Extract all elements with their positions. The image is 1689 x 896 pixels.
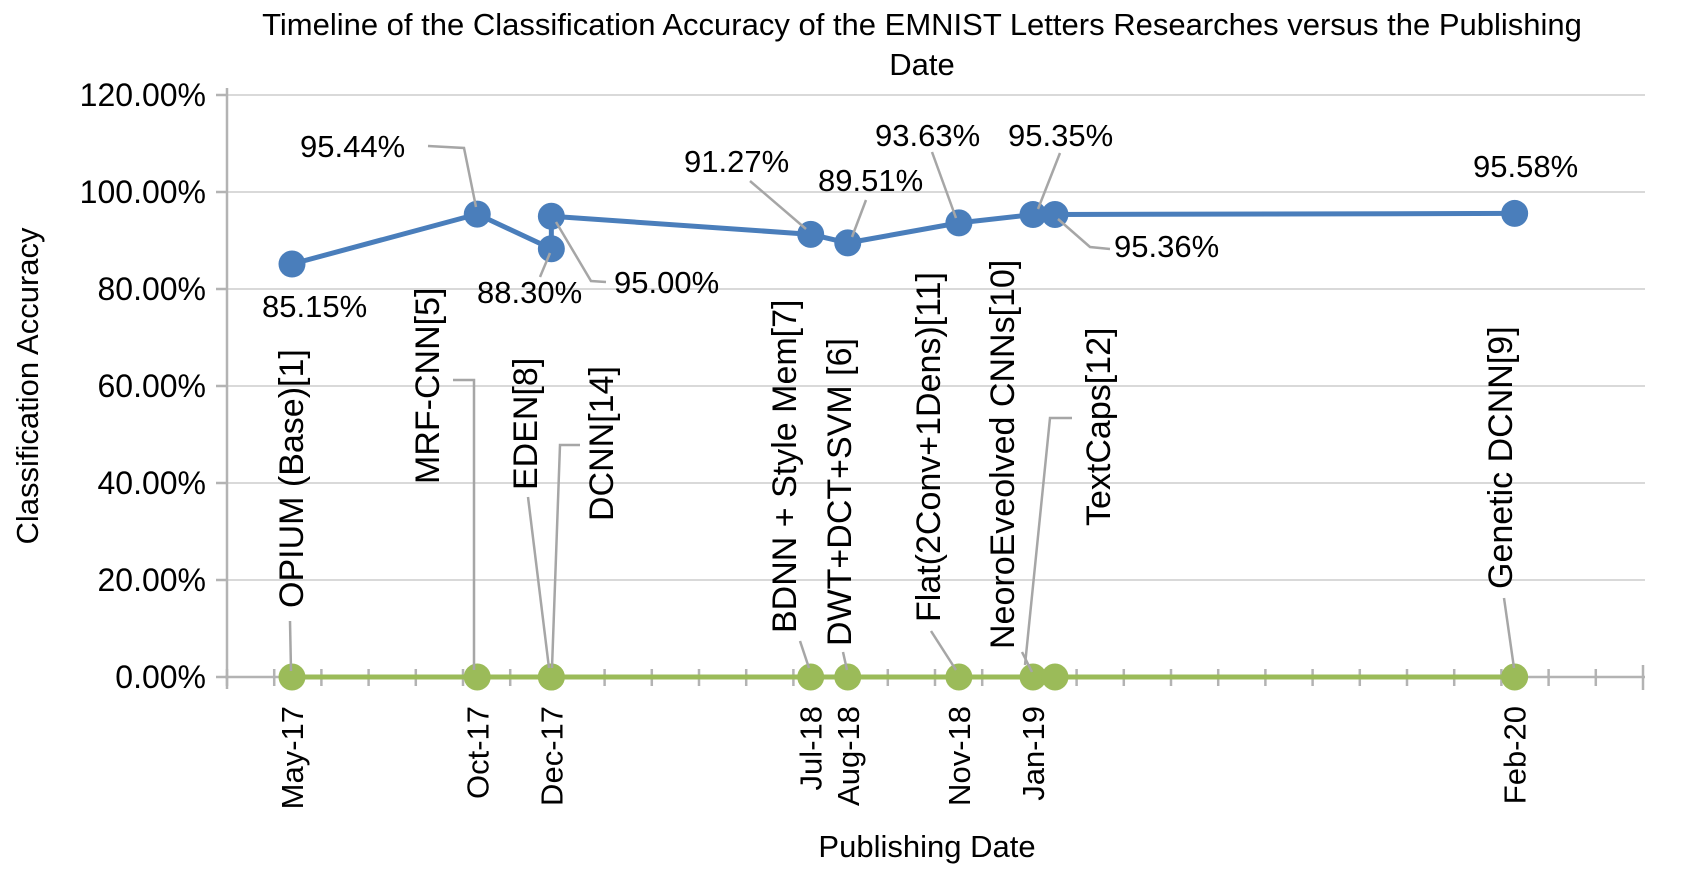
value-label-leader-line — [554, 221, 607, 284]
y-axis-title: Classification Accuracy — [10, 227, 45, 545]
value-label-leader-line — [1036, 152, 1062, 210]
method-label-leader-line — [929, 630, 958, 671]
data-label: 95.00% — [614, 265, 719, 300]
gridlines — [225, 94, 1645, 678]
x-tick-label: Feb-20 — [1498, 706, 1533, 804]
value-label-leader-line — [538, 252, 552, 278]
accuracy-point-marker — [278, 250, 306, 278]
chart-title-line-2: Date — [889, 47, 954, 82]
timeline-series — [278, 663, 1529, 691]
method-label-leader-line — [453, 378, 476, 670]
x-tick-label: May-17 — [275, 706, 310, 809]
method-label: MRF-CNN[5] — [409, 288, 447, 484]
value-label-leader-line — [850, 199, 868, 238]
data-label: 93.63% — [875, 118, 980, 153]
y-tick-label: 0.00% — [115, 659, 206, 695]
data-label: 85.15% — [262, 289, 367, 324]
y-tick-labels: 0.00% 20.00% 40.00% 60.00% 80.00% 100.00% 120.… — [80, 77, 206, 695]
method-label-leader-line — [1023, 416, 1072, 666]
method-label-leader-line — [526, 496, 551, 669]
method-label: NeoroEveolved CNNs[10] — [984, 260, 1022, 649]
accuracy-point-marker — [537, 235, 565, 263]
data-label: 95.36% — [1114, 229, 1219, 264]
leader-lines — [288, 144, 1516, 673]
accuracy-point-marker — [463, 200, 491, 228]
y-tick-label: 20.00% — [97, 562, 206, 598]
data-label: 95.35% — [1008, 118, 1113, 153]
value-label-leader-line — [427, 144, 478, 208]
y-tick-label: 80.00% — [97, 271, 206, 307]
chart-title-line-1: Timeline of the Classification Accuracy … — [262, 7, 1582, 42]
method-label-leader-line — [1020, 651, 1034, 673]
value-label-leader-line — [930, 151, 958, 219]
method-label: BDNN + Style Mem[7] — [766, 300, 804, 633]
timeline-point-marker — [1501, 663, 1529, 691]
timeline-point-marker — [797, 663, 825, 691]
method-label: OPIUM (Base)[1] — [273, 349, 311, 608]
timeline-point-marker — [537, 663, 565, 691]
method-label: Genetic DCNN[9] — [1482, 326, 1520, 589]
method-label-leader-line — [841, 651, 849, 671]
data-label: 88.30% — [477, 275, 582, 310]
x-tick-label: Dec-17 — [534, 706, 569, 806]
method-label-leader-line — [798, 640, 811, 669]
y-tick-label: 60.00% — [97, 368, 206, 404]
value-labels: 85.15% 95.44% 88.30% 95.00% 91.27% 89.51% 93.6… — [262, 118, 1578, 324]
method-label: DWT+DCT+SVM [6] — [821, 338, 859, 646]
value-label-leader-line — [1057, 218, 1111, 251]
timeline-point-marker — [945, 663, 973, 691]
method-label: EDEN[8] — [507, 358, 545, 490]
x-axis-title: Publishing Date — [818, 829, 1035, 864]
data-label: 89.51% — [818, 163, 923, 198]
method-label-leader-line — [550, 443, 580, 669]
data-label: 91.27% — [684, 144, 789, 179]
accuracy-series — [278, 199, 1529, 278]
y-tick-label: 120.00% — [80, 77, 206, 113]
accuracy-point-marker — [537, 202, 565, 230]
x-tick-label: Oct-17 — [460, 706, 495, 799]
data-label: 95.44% — [300, 129, 405, 164]
method-labels: OPIUM (Base)[1] MRF-CNN[5] EDEN[8] DCNN[14]… — [273, 260, 1520, 649]
timeline-point-marker — [834, 663, 862, 691]
method-label: Flat(2Conv+1Dens)[11] — [910, 272, 948, 622]
timeline-point-marker — [278, 663, 306, 691]
x-tick-label: Jul-18 — [794, 706, 829, 790]
timeline-point-marker — [1041, 663, 1069, 691]
x-tick-label: Jan-19 — [1016, 706, 1051, 801]
data-label: 95.58% — [1473, 149, 1578, 184]
timeline-point-marker — [1019, 663, 1047, 691]
x-tick-labels: May-17 Oct-17 Dec-17 Jul-18 Aug-18 Nov-18 Jan-… — [275, 706, 1533, 809]
timeline-point-marker — [463, 663, 491, 691]
accuracy-point-marker — [1501, 199, 1529, 227]
accuracy-point-marker — [834, 229, 862, 257]
value-label-leader-line — [749, 180, 807, 230]
y-tick-label: 40.00% — [97, 465, 206, 501]
method-label-leader-line — [1502, 597, 1516, 669]
method-label: DCNN[14] — [583, 366, 621, 521]
x-tick-label: Nov-18 — [942, 706, 977, 806]
accuracy-point-marker — [945, 209, 973, 237]
y-tick-label: 100.00% — [80, 174, 206, 210]
method-label: TextCaps[12] — [1080, 328, 1118, 526]
method-label-leader-line — [288, 620, 293, 672]
x-tick-label: Aug-18 — [831, 706, 866, 806]
